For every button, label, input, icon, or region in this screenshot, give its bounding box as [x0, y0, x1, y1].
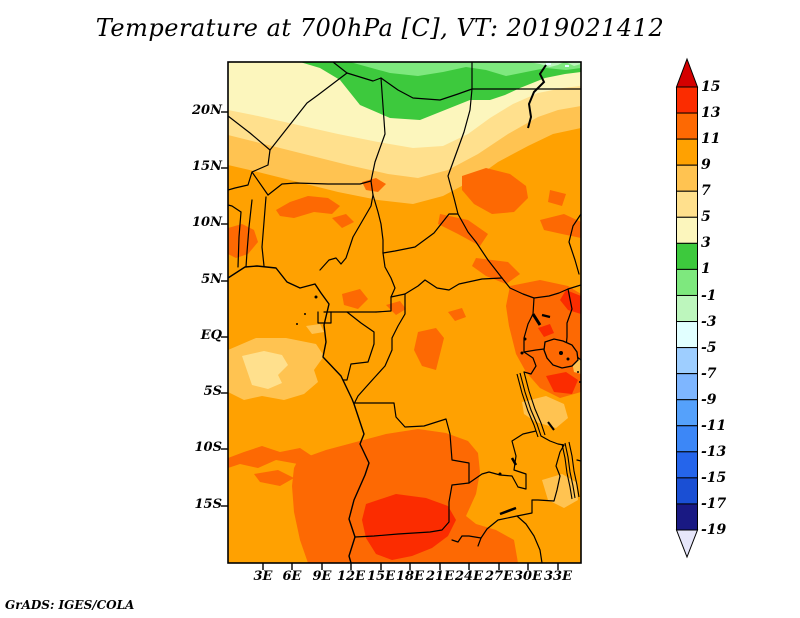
colorbar-label: 11 [701, 131, 721, 147]
nile-river [527, 64, 547, 129]
colorbar-segment [676, 164, 698, 192]
colorbar-segment [676, 190, 698, 218]
colorbar-segment [676, 373, 698, 401]
colorbar-bottom-arrow [675, 529, 699, 559]
colorbar-segment [676, 86, 698, 114]
colorbar-label: -7 [701, 366, 717, 382]
colorbar-label: 3 [701, 235, 711, 251]
colorbar-label: -17 [701, 496, 727, 512]
x-tick-label: 21E [426, 569, 454, 584]
colorbar-segment [676, 347, 698, 375]
y-tick-label: 5N [201, 272, 222, 287]
colorbar-label: -19 [701, 522, 727, 538]
colorbar-label: -15 [701, 470, 727, 486]
colorbar [675, 57, 699, 559]
x-tick-label: 6E [282, 569, 302, 584]
colorbar-segment [676, 268, 698, 296]
colorbar-segment [676, 399, 698, 427]
y-tick-label: 10S [194, 440, 222, 455]
page-title: Temperature at 700hPa [C], VT: 201902141… [95, 14, 665, 42]
colorbar-label: -5 [701, 340, 717, 356]
colorbar-segment [676, 138, 698, 166]
x-tick-label: 27E [485, 569, 513, 584]
y-tick-label: 10N [192, 215, 222, 230]
x-tick-label: 33E [544, 569, 572, 584]
y-tick-label: EQ [200, 328, 222, 343]
x-tick-label: 24E [455, 569, 483, 584]
colorbar-label: 15 [701, 79, 721, 95]
y-tick-label: 15N [192, 159, 222, 174]
x-tick-label: 9E [312, 569, 332, 584]
colorbar-label: 5 [701, 209, 711, 225]
colorbar-label: -11 [701, 418, 727, 434]
credit-text: GrADS: IGES/COLA [5, 598, 135, 612]
lakes [296, 64, 581, 516]
colorbar-segment [676, 477, 698, 505]
colorbar-label: 9 [701, 157, 711, 173]
colorbar-label: 1 [701, 261, 711, 277]
map-frame [227, 61, 582, 564]
x-tick-label: 18E [396, 569, 424, 584]
colorbar-segment [676, 451, 698, 479]
colorbar-segment [676, 216, 698, 244]
x-tick-label: 30E [514, 569, 542, 584]
y-tick-label: 5S [203, 384, 222, 399]
colorbar-label: 13 [701, 105, 721, 121]
colorbar-segment [676, 425, 698, 453]
colorbar-segment [676, 294, 698, 323]
axis-ticks [221, 111, 559, 570]
y-tick-label: 20N [192, 103, 222, 118]
x-tick-label: 3E [253, 569, 273, 584]
colorbar-label: -13 [701, 444, 727, 460]
colorbar-label: -3 [701, 314, 717, 330]
x-tick-label: 15E [367, 569, 395, 584]
colorbar-segment [676, 112, 698, 140]
colorbar-label: -9 [701, 392, 717, 408]
coastline [228, 265, 370, 563]
colorbar-segment [676, 242, 698, 270]
colorbar-label: 7 [701, 183, 711, 199]
colorbar-label: -1 [701, 288, 717, 304]
colorbar-top-arrow [675, 57, 699, 88]
temperature-field [228, 62, 581, 563]
x-tick-label: 12E [337, 569, 365, 584]
national-borders [228, 62, 581, 563]
colorbar-segment [676, 321, 698, 349]
colorbar-segment [676, 503, 698, 531]
y-tick-label: 15S [194, 497, 222, 512]
